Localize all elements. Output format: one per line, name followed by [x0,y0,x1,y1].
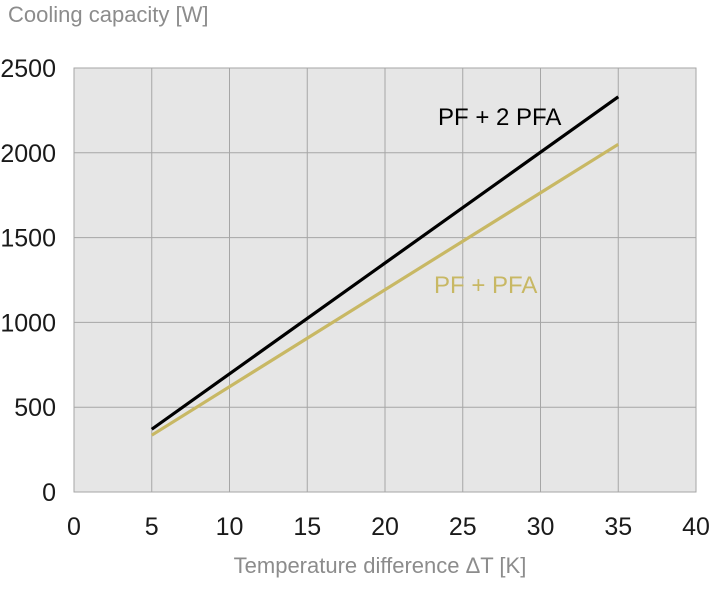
series-lines [150,95,620,437]
series-label: PF + 2 PFA [438,104,561,131]
y-axis-title: Cooling capacity [W] [8,2,209,27]
x-axis-title: Temperature difference ΔT [K] [233,553,527,578]
y-tick-labels: 0 500 1000 1500 2000 2500 [0,55,56,507]
y-tick-label: 1000 [0,309,56,337]
x-tick-label: 35 [604,513,632,541]
x-tick-label: 0 [67,513,81,541]
x-tick-label: 30 [527,513,555,541]
y-tick-label: 2000 [0,140,56,168]
series-label: PF + PFA [434,272,537,299]
y-tick-label: 0 [42,479,56,507]
grid [74,68,696,492]
x-tick-label: 20 [371,513,399,541]
x-tick-label: 10 [216,513,244,541]
x-tick-label: 5 [145,513,159,541]
x-tick-label: 40 [682,513,710,541]
y-tick-label: 2500 [0,55,56,83]
y-tick-label: 500 [14,394,56,422]
series-line [150,95,620,431]
series-line [150,142,620,437]
x-tick-labels: 0 5 10 15 20 25 30 35 40 [67,513,710,541]
y-tick-label: 1500 [0,225,56,253]
x-tick-label: 15 [293,513,321,541]
x-tick-label: 25 [449,513,477,541]
series-labels: PF + 2 PFA PF + PFA [434,104,561,299]
